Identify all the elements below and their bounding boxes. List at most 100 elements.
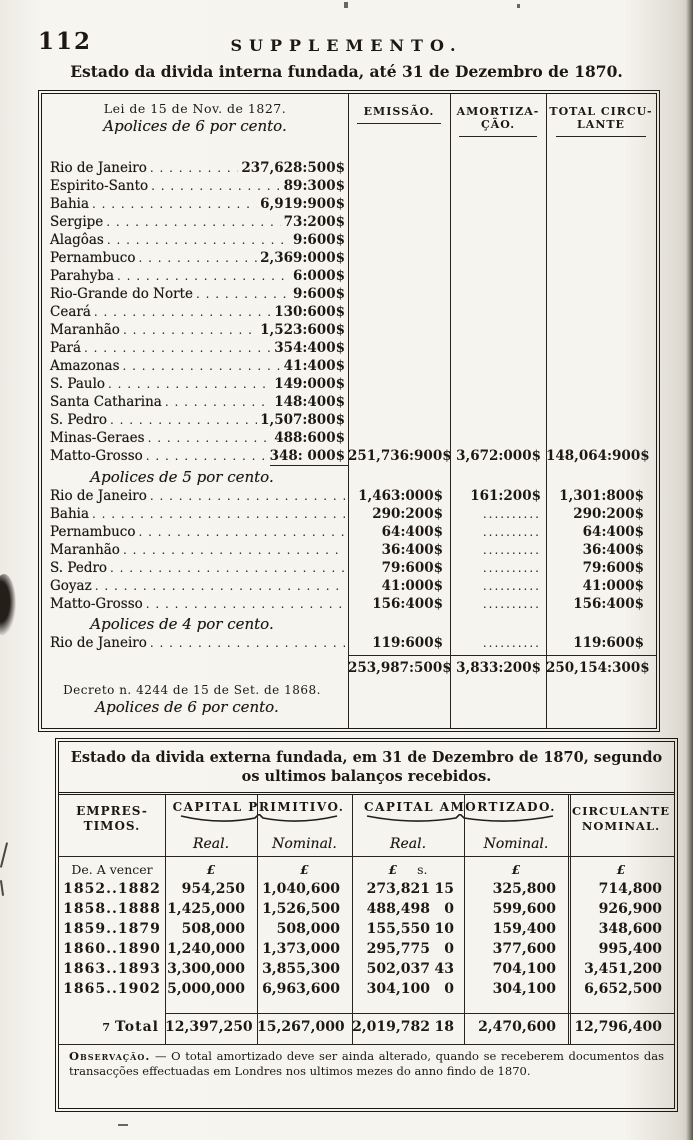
circulante-nominal-total: 12,796,400 — [568, 1013, 674, 1037]
pound-sign: £ — [616, 862, 626, 877]
observacao-label: Observação. — [69, 1049, 151, 1063]
interna-table: Lei de 15 de Nov. de 1827. Apolices de 6… — [38, 90, 660, 732]
circulante-cell: 79:600$ — [582, 560, 644, 576]
row-desc: Rio de Janeiro — [42, 487, 348, 505]
row-amount: 149:000$ — [274, 376, 345, 392]
amortizacao-cell: .......... — [482, 561, 541, 575]
decreto-line: Decreto n. 4244 de 15 de Set. de 1868. — [63, 683, 321, 697]
amort-real: 304,100 — [366, 981, 430, 997]
subtotal-row: 253,987:500$ 3,833:200$ 250,154:300$ — [42, 655, 656, 677]
row-amount: 348: 000$ — [269, 447, 348, 466]
row-amount: 6:000$ — [293, 268, 345, 284]
table-row: Amazonas 41:400$ — [42, 357, 656, 375]
circulante-cell: 41:000$ — [582, 578, 644, 594]
dot-leader — [107, 231, 290, 249]
prim-nominal: 3,855,300 — [262, 961, 340, 977]
emissao-cell: 1,463:000$ — [358, 488, 443, 504]
emissao-cell: 156:400$ — [372, 596, 443, 612]
circulante-header-line2: LANTE — [577, 118, 625, 131]
amort-nominal: 325,800 — [492, 881, 556, 897]
amort-nominal: 599,600 — [492, 901, 556, 917]
amort-real: 502,037 — [366, 961, 430, 977]
section4-label-row: Apolices de 4 por cento. — [42, 614, 656, 634]
dot-leader — [150, 487, 345, 505]
table-row: Matto-Grosso 156:400$ .......... 156:400… — [42, 595, 656, 613]
column-rule — [352, 795, 353, 1044]
dot-leader — [123, 541, 345, 559]
pound-sign: £ — [206, 862, 216, 877]
amortizacao-cell: .......... — [482, 636, 541, 650]
dot-leader — [92, 195, 257, 213]
province-name: Pará — [50, 340, 82, 356]
period: 1860..1890 — [63, 941, 161, 957]
table-row: Ceará 130:600$ — [42, 303, 656, 321]
row-desc: Bahia — [42, 505, 348, 523]
empty-cell — [568, 836, 674, 852]
table-row: 1863..1893 3,300,000 3,855,300 502,037 43… — [59, 959, 674, 979]
externa-table-body: EMPRES- TIMOS. CAPITAL PRIMITIVO. CAPITA… — [59, 795, 674, 1044]
title-rule — [59, 792, 674, 795]
amort-real-cell: 304,100 0 — [352, 979, 464, 999]
table-row: Bahia 290:200$ .......... 290:200$ — [42, 505, 656, 523]
province-name: Rio de Janeiro — [50, 160, 147, 176]
table-row: Rio-Grande do Norte 9:600$ — [42, 285, 656, 303]
dot-leader — [84, 339, 271, 357]
dot-leader — [139, 249, 258, 267]
row-desc: Ceará 130:600$ — [42, 303, 348, 321]
amort-nominal: 377,600 — [492, 941, 556, 957]
interna-title: Estado da divida interna fundada, até 31… — [70, 62, 623, 81]
row-amount: 9:600$ — [293, 232, 345, 248]
dot-leader — [92, 505, 345, 523]
column-rule — [464, 795, 465, 1044]
row-amount: 73:200$ — [283, 214, 345, 230]
row-amount: 1,523:600$ — [260, 322, 345, 338]
prim-nominal: 508,000 — [276, 921, 340, 937]
amort-shillings: 10 — [434, 921, 454, 937]
province-name: Matto-Grosso — [50, 448, 143, 464]
observacao-text: — O total amortizado deve ser ainda alte… — [69, 1049, 664, 1078]
primitivo-real-header: Real. — [192, 836, 230, 852]
row-amount: 148:400$ — [274, 394, 345, 410]
amortizacao-subtotal: 3,833:200$ — [450, 655, 546, 677]
table-row: Rio de Janeiro 237,628:500$ — [42, 159, 656, 177]
dot-leader — [148, 429, 272, 447]
amort-real-cell: 155,550 10 — [352, 919, 464, 939]
prim-nominal-total: 15,267,000 — [257, 1013, 352, 1037]
primitivo-nominal-header: Nominal. — [272, 836, 337, 852]
province-name: Minas-Geraes — [50, 430, 145, 446]
dot-leader — [106, 213, 280, 231]
subheader-row: Real. Nominal. Real. Nominal. — [59, 836, 674, 852]
emissao-subtotal: 253,987:500$ — [348, 655, 452, 677]
dot-leader — [123, 357, 281, 375]
dot-leader — [95, 577, 345, 595]
province-name: Rio-Grande do Norte — [50, 286, 193, 302]
header-rule — [458, 136, 538, 137]
amort-shillings-total: 18 — [434, 1019, 454, 1035]
circulante-nominal: 3,451,200 — [584, 961, 662, 977]
section6-label: Apolices de 6 por cento. — [103, 117, 287, 135]
column-rule — [165, 795, 166, 1044]
pound-sign: £ — [511, 862, 521, 877]
circulante-cell: 156:400$ — [573, 596, 644, 612]
pound-shilling-header: £ s. — [352, 862, 464, 877]
emissao-cell: 64:400$ — [381, 524, 443, 540]
scan-speck — [344, 2, 348, 8]
emissao-column-header: EMISSÃO. — [348, 101, 450, 159]
decreto-label-row: Apolices de 6 por cento. — [42, 697, 656, 717]
circulante-cell: 119:600$ — [573, 635, 644, 651]
amortizacao-column-header: AMORTIZA- ÇÃO. — [450, 101, 546, 159]
table-row: Maranhão 36:400$ .......... 36:400$ — [42, 541, 656, 559]
province-name: S. Paulo — [50, 376, 106, 392]
dot-leader — [139, 523, 346, 541]
province-name: Pernambuco — [50, 524, 136, 540]
amort-real: 488,498 — [366, 901, 430, 917]
province-name: Espirito-Santo — [50, 178, 149, 194]
province-name: Bahia — [50, 506, 90, 522]
row-desc: Maranhão — [42, 541, 348, 559]
table-row: 1858..1888 1,425,000 1,526,500 488,498 0 … — [59, 899, 674, 919]
table-row: Rio de Janeiro 1,463:000$ 161:200$ 1,301… — [42, 487, 656, 505]
amort-shillings: 0 — [444, 941, 454, 957]
circulante-nominal: 348,600 — [598, 921, 662, 937]
interna-table-body: Lei de 15 de Nov. de 1827. Apolices de 6… — [42, 94, 656, 728]
row-desc: Goyaz — [42, 577, 348, 595]
